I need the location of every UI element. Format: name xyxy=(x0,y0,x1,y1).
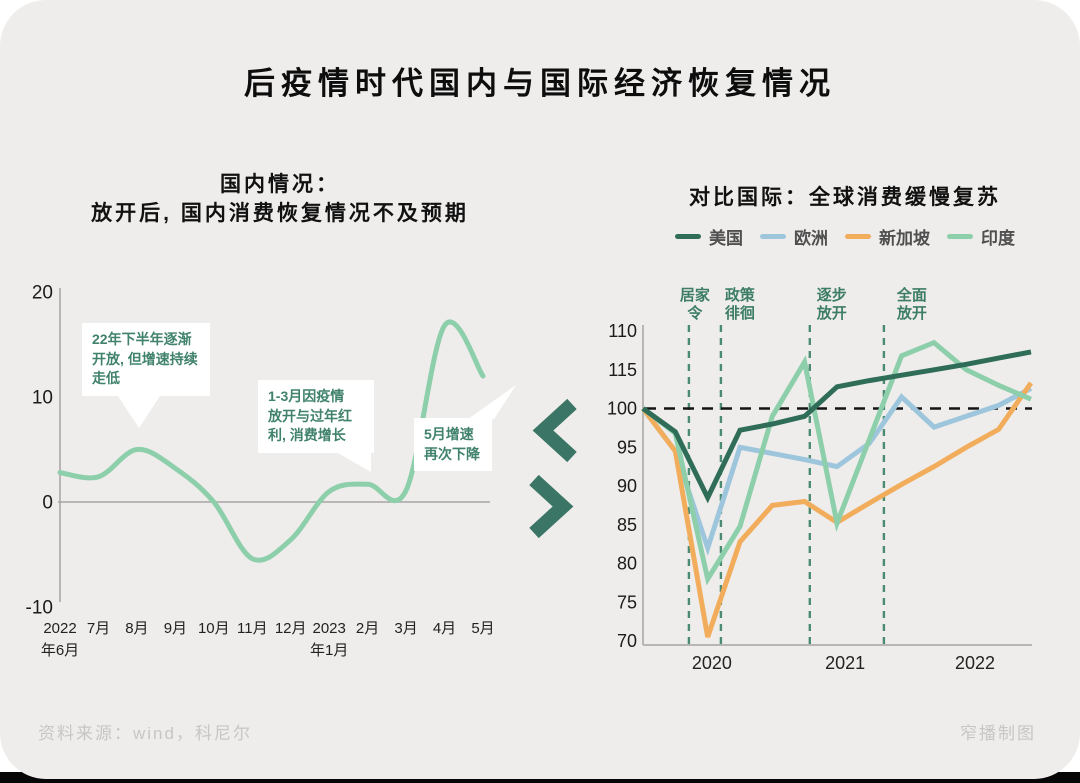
x-tick-label: 2023 年1月 xyxy=(310,620,348,659)
annotation-line: 再次下降 xyxy=(424,445,480,462)
right-chevron-icon xyxy=(529,474,574,539)
event-label: 居家令 xyxy=(680,286,710,322)
international-subtitle: 对比国际：全球消费缓慢复苏 xyxy=(689,186,1001,209)
x-tick-label: 2022 年6月 xyxy=(41,620,79,659)
series-line-2 xyxy=(641,381,1034,638)
y-tick-label: 70 xyxy=(617,631,637,651)
source-note: 资料来源：wind，科尼尔 xyxy=(38,724,252,743)
x-tick-label: 2021 xyxy=(825,653,865,673)
x-tick-label: 9月 xyxy=(164,620,187,637)
event-label: 政策徘徊 xyxy=(725,286,756,322)
legend-swatch-icon xyxy=(760,234,786,239)
x-tick-label: 5月 xyxy=(471,620,494,637)
domestic-subtitle: 国内情况： 放开后, 国内消费恢复情况不及预期 xyxy=(40,170,520,228)
x-tick-label: 8月 xyxy=(125,620,148,637)
x-tick-label: 4月 xyxy=(433,620,456,637)
x-tick-label: 7月 xyxy=(87,620,110,637)
x-tick-label: 2月 xyxy=(356,620,379,637)
credit-note: 窄播制图 xyxy=(960,724,1036,743)
annotation-line: 1-3月因疫情 xyxy=(268,388,345,404)
y-tick-label: 85 xyxy=(617,515,637,535)
y-tick-label: 20 xyxy=(32,283,53,304)
y-tick-label: 95 xyxy=(617,437,637,457)
left-chevron-icon xyxy=(532,398,577,463)
legend-swatch-icon xyxy=(947,234,973,239)
x-tick-label: 11月 xyxy=(237,620,268,637)
callout-tail-icon xyxy=(468,385,516,419)
y-tick-label: 75 xyxy=(617,592,637,612)
y-tick-label: 100 xyxy=(607,399,637,419)
series-line-3 xyxy=(641,339,1032,586)
x-tick-label: 3月 xyxy=(394,620,417,637)
domestic-growth-line xyxy=(57,319,486,563)
annotation-line: 放开与过年红 xyxy=(268,407,352,424)
x-tick-label: 10月 xyxy=(198,620,230,637)
annotation-line: 利, 消费增长 xyxy=(268,427,346,443)
legend-item-1: 欧洲 xyxy=(760,224,828,249)
legend: 美国 欧洲 新加坡 印度 xyxy=(620,224,1070,249)
callout-tail-icon xyxy=(338,452,371,472)
callout-tail-icon xyxy=(118,395,160,428)
legend-swatch-icon xyxy=(675,234,701,239)
domestic-subtitle-line2: 放开后, 国内消费恢复情况不及预期 xyxy=(91,202,469,225)
annotation-line: 走低 xyxy=(92,370,120,386)
y-tick-label: 110 xyxy=(608,321,637,341)
legend-label: 印度 xyxy=(981,229,1015,248)
legend-label: 美国 xyxy=(709,229,743,248)
annotation-may-decline: 5月增速 再次下降 xyxy=(414,385,516,471)
y-tick-label: 10 xyxy=(32,388,53,409)
series-line-1 xyxy=(641,386,1033,557)
series-line-0 xyxy=(641,349,1032,504)
chevron-divider xyxy=(529,398,577,539)
x-tick-label: 2022 xyxy=(955,653,995,673)
x-tick-label: 12月 xyxy=(275,620,307,637)
main-title: 后疫情时代国内与国际经济恢复情况 xyxy=(244,66,836,101)
annotation-q1-rebound: 1-3月因疫情 放开与过年红 利, 消费增长 xyxy=(258,380,374,472)
y-tick-label: 115 xyxy=(608,360,637,380)
legend-item-3: 印度 xyxy=(947,224,1015,249)
annotation-line: 22年下半年逐渐 xyxy=(92,331,192,347)
event-label: 全面放开 xyxy=(896,286,927,322)
domestic-subtitle-line1: 国内情况： xyxy=(220,173,340,196)
x-tick-label: 2020 xyxy=(692,653,732,673)
annotation-2022h2-slowdown: 22年下半年逐渐 开放, 但增速持续 走低 xyxy=(82,323,210,428)
annotation-line: 5月增速 xyxy=(424,426,474,442)
y-tick-label: 90 xyxy=(617,476,637,496)
y-tick-label: 80 xyxy=(617,554,637,574)
event-label: 逐步放开 xyxy=(816,287,847,322)
y-tick-label: 0 xyxy=(42,493,53,514)
legend-item-2: 新加坡 xyxy=(845,224,930,249)
legend-label: 欧洲 xyxy=(794,229,828,248)
legend-swatch-icon xyxy=(845,234,871,239)
annotation-line: 开放, 但增速持续 xyxy=(92,350,198,367)
legend-item-0: 美国 xyxy=(675,224,743,249)
y-tick-label: -10 xyxy=(26,598,53,619)
legend-label: 新加坡 xyxy=(879,229,930,248)
